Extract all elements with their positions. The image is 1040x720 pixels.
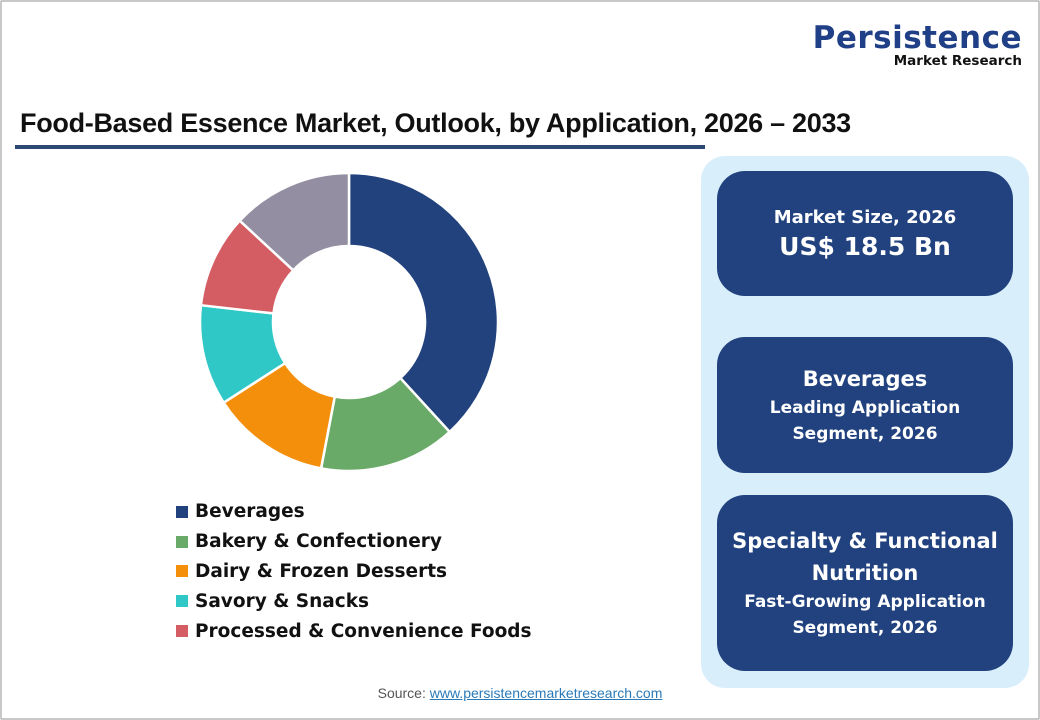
legend-swatch	[176, 595, 188, 608]
leading-segment-year: Segment, 2026	[792, 424, 938, 444]
legend-item-savory: Savory & Snacks	[176, 586, 532, 616]
source-link[interactable]: www.persistencemarketresearch.com	[429, 685, 663, 701]
fast-growing-segment-card: Specialty & Functional Nutrition Fast-Gr…	[717, 495, 1013, 671]
market-size-label: Market Size, 2026	[773, 206, 957, 228]
leading-segment-label: Leading Application	[769, 398, 961, 418]
legend-label: Beverages	[195, 501, 305, 523]
market-size-card: Market Size, 2026 US$ 18.5 Bn	[717, 171, 1013, 296]
legend-item-bakery: Bakery & Confectionery	[176, 527, 532, 557]
legend-item-dairy: Dairy & Frozen Desserts	[176, 557, 532, 587]
donut-segments	[198, 171, 500, 473]
donut-segment-1	[347, 171, 500, 434]
legend: Beverages Bakery & Confectionery Dairy &…	[176, 497, 532, 646]
fast-growing-segment-name: Specialty & Functional	[732, 529, 998, 553]
legend-swatch	[176, 565, 188, 578]
fast-growing-segment-name-2: Nutrition	[811, 561, 919, 585]
legend-item-beverages: Beverages	[176, 497, 532, 527]
source-line: Source: www.persistencemarketresearch.co…	[0, 685, 1040, 701]
title-underline	[15, 145, 705, 149]
legend-label: Savory & Snacks	[195, 590, 370, 612]
legend-label: Dairy & Frozen Desserts	[195, 560, 448, 582]
source-label: Source:	[377, 685, 430, 701]
market-size-value: US$ 18.5 Bn	[779, 231, 951, 261]
leading-segment-name: Beverages	[802, 367, 928, 391]
chart-title: Food-Based Essence Market, Outlook, by A…	[20, 108, 851, 138]
logo-brand: Persistence	[812, 20, 1022, 56]
logo-tagline: Market Research	[893, 53, 1022, 69]
leading-segment-card: Beverages Leading Application Segment, 2…	[717, 337, 1013, 473]
fast-growing-segment-year: Segment, 2026	[792, 618, 938, 638]
fast-growing-segment-label: Fast-Growing Application	[744, 592, 986, 612]
legend-swatch	[176, 505, 188, 518]
donut-segment-6	[237, 171, 351, 273]
legend-label: Bakery & Confectionery	[195, 531, 442, 553]
legend-swatch	[176, 625, 188, 638]
logo: Persistence Market Research	[813, 22, 1022, 68]
legend-swatch	[176, 535, 188, 548]
legend-item-processed: Processed & Convenience Foods	[176, 616, 532, 646]
legend-label: Processed & Convenience Foods	[195, 620, 532, 642]
